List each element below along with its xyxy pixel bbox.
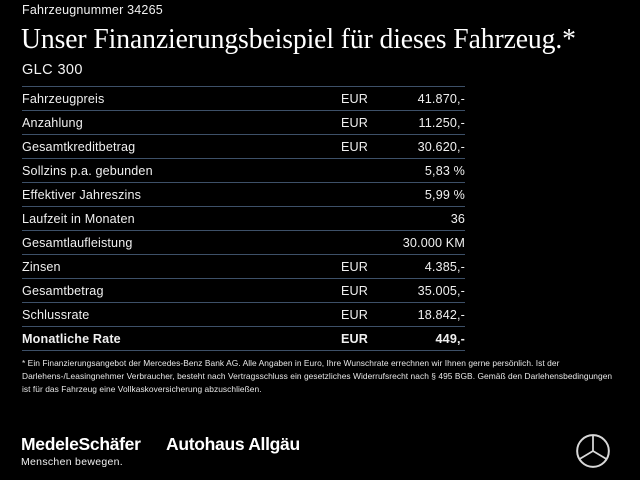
row-currency — [322, 230, 368, 255]
row-currency: EUR — [322, 254, 368, 279]
row-label: Monatliche Rate — [22, 326, 322, 351]
page-title: Unser Finanzierungsbeispiel für dieses F… — [21, 24, 576, 55]
row-value: 5,83 % — [368, 158, 465, 183]
row-value: 41.870,- — [368, 86, 465, 111]
row-label: Gesamtlaufleistung — [22, 230, 322, 255]
dealer-name: MedeleSchäfer — [21, 434, 141, 454]
row-currency: EUR — [322, 326, 368, 351]
row-label: Schlussrate — [22, 302, 322, 327]
row-currency: EUR — [322, 134, 368, 159]
vehicle-model: GLC 300 — [22, 62, 83, 78]
row-value: 30.000 KM — [368, 230, 465, 255]
dealer-group-name: Autohaus Allgäu — [166, 434, 300, 454]
row-value: 11.250,- — [368, 110, 465, 135]
row-value: 4.385,- — [368, 254, 465, 279]
table-row: Gesamtlaufleistung 30.000 KM — [22, 230, 465, 255]
table-row: Schlussrate EUR 18.842,- — [22, 302, 465, 327]
row-currency — [322, 158, 368, 183]
row-label: Effektiver Jahreszins — [22, 182, 322, 207]
row-value: 35.005,- — [368, 278, 465, 303]
row-currency: EUR — [322, 86, 368, 111]
row-currency — [322, 182, 368, 207]
footnote-text: * Ein Finanzierungsangebot der Mercedes-… — [22, 358, 613, 395]
financing-table-body: Fahrzeugpreis EUR 41.870,- Anzahlung EUR 11.2… — [22, 86, 465, 351]
vehicle-number: Fahrzeugnummer 34265 — [22, 3, 163, 17]
row-currency: EUR — [322, 302, 368, 327]
row-label: Gesamtkreditbetrag — [22, 134, 322, 159]
row-value: 449,- — [368, 326, 465, 351]
row-label: Laufzeit in Monaten — [22, 206, 322, 231]
table-row: Gesamtkreditbetrag EUR 30.620,- — [22, 134, 465, 159]
row-value: 36 — [368, 206, 465, 231]
table-row: Sollzins p.a. gebunden 5,83 % — [22, 158, 465, 183]
row-value: 5,99 % — [368, 182, 465, 207]
table-row: Effektiver Jahreszins 5,99 % — [22, 182, 465, 207]
dealer-claim: Menschen bewegen. — [21, 456, 123, 468]
row-currency — [322, 206, 368, 231]
row-label: Sollzins p.a. gebunden — [22, 158, 322, 183]
row-value: 30.620,- — [368, 134, 465, 159]
table-row: Monatliche Rate EUR 449,- — [22, 326, 465, 351]
dealer-logo: MedeleSchäfer Menschen bewegen. — [21, 434, 141, 469]
row-currency: EUR — [322, 278, 368, 303]
row-label: Fahrzeugpreis — [22, 86, 322, 111]
row-value: 18.842,- — [368, 302, 465, 327]
table-row: Anzahlung EUR 11.250,- — [22, 110, 465, 135]
table-row: Laufzeit in Monaten 36 — [22, 206, 465, 231]
financing-table: Fahrzeugpreis EUR 41.870,- Anzahlung EUR 11.2… — [22, 86, 465, 351]
table-row: Gesamtbetrag EUR 35.005,- — [22, 278, 465, 303]
table-row: Fahrzeugpreis EUR 41.870,- — [22, 86, 465, 111]
mercedes-benz-star-icon — [576, 434, 610, 468]
row-label: Anzahlung — [22, 110, 322, 135]
row-label: Zinsen — [22, 254, 322, 279]
table-row: Zinsen EUR 4.385,- — [22, 254, 465, 279]
row-label: Gesamtbetrag — [22, 278, 322, 303]
row-currency: EUR — [322, 110, 368, 135]
